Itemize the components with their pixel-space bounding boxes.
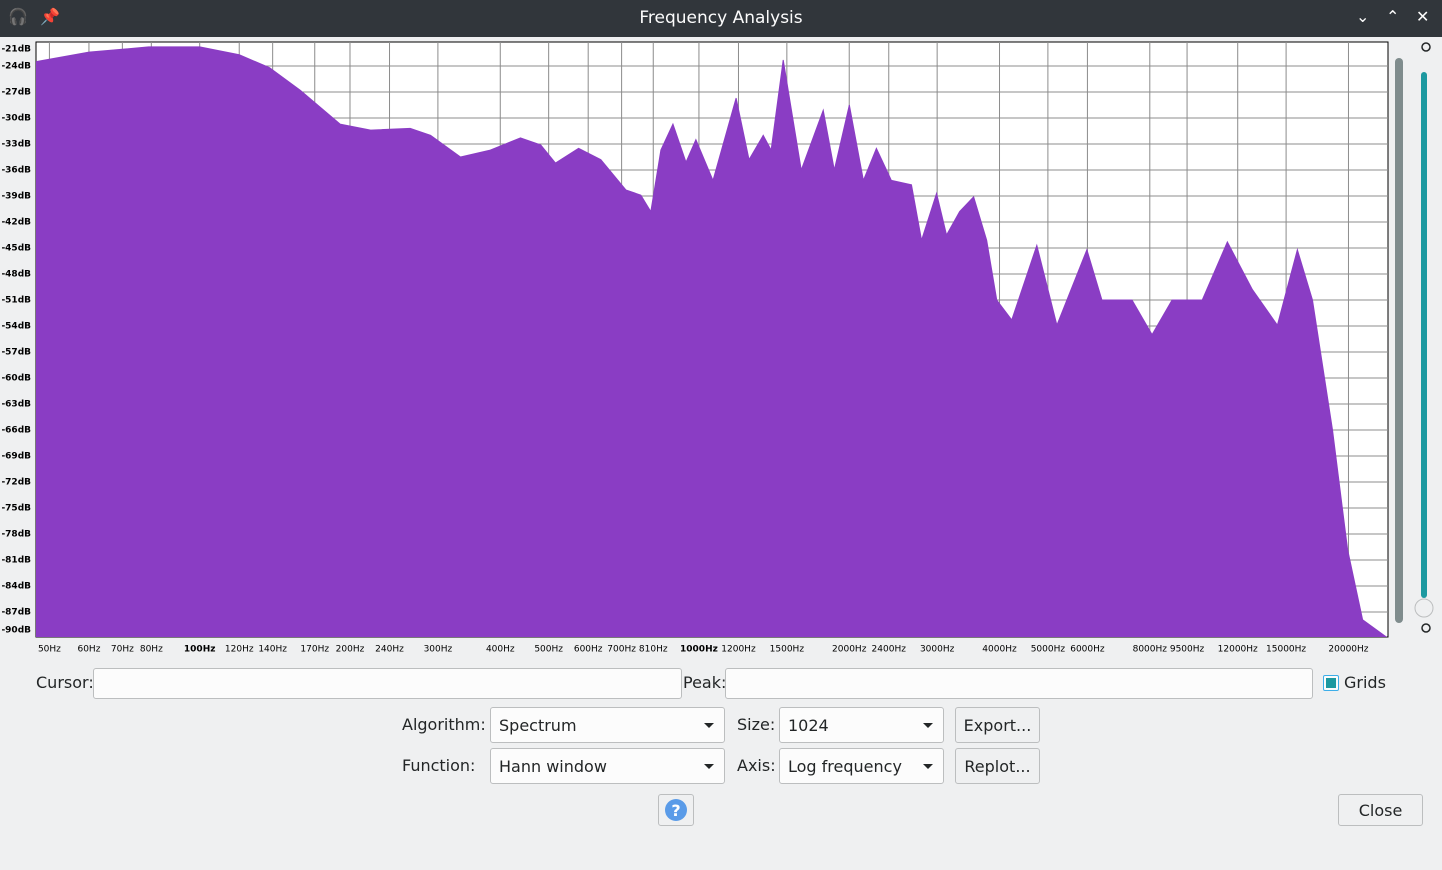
function-label: Function: — [402, 756, 476, 775]
y-tick-label: -60dB — [1, 374, 31, 384]
x-tick-label: 700Hz — [607, 645, 636, 655]
size-select[interactable]: 1024 — [779, 707, 944, 743]
size-value: 1024 — [788, 715, 829, 735]
grids-checkbox[interactable] — [1323, 675, 1339, 691]
app-icon: 🎧 — [8, 7, 28, 26]
y-tick-label: -48dB — [1, 270, 31, 280]
cursor-label: Cursor: — [36, 673, 94, 692]
export-button[interactable]: Export... — [955, 707, 1040, 743]
axis-value: Log frequency — [788, 756, 902, 776]
peak-label: Peak: — [683, 673, 727, 692]
x-tick-label: 1500Hz — [770, 645, 805, 655]
zoom-handle[interactable] — [1414, 598, 1434, 618]
y-tick-label: -51dB — [1, 296, 31, 306]
zoom-slider[interactable] — [1421, 72, 1427, 598]
algorithm-value: Spectrum — [499, 715, 577, 735]
y-tick-label: -57dB — [1, 348, 31, 358]
x-tick-label: 170Hz — [300, 645, 329, 655]
x-tick-label: 2400Hz — [872, 645, 907, 655]
x-tick-label: 9500Hz — [1170, 645, 1205, 655]
y-tick-label: -84dB — [1, 582, 31, 592]
x-tick-label: 5000Hz — [1031, 645, 1066, 655]
y-tick-label: -87dB — [1, 608, 31, 618]
title-bar: 🎧 📌 Frequency Analysis ⌄ ⌃ ✕ — [0, 0, 1442, 37]
x-tick-label: 3000Hz — [920, 645, 955, 655]
y-tick-label: -24dB — [1, 62, 31, 72]
grids-label: Grids — [1344, 673, 1386, 692]
x-tick-label: 8000Hz — [1133, 645, 1168, 655]
pin-button[interactable]: 📌 — [40, 7, 60, 26]
x-tick-label: 20000Hz — [1328, 645, 1368, 655]
y-tick-label: -21dB — [1, 45, 31, 55]
x-tick-label: 70Hz — [111, 645, 134, 655]
y-tick-label: -30dB — [1, 114, 31, 124]
function-value: Hann window — [499, 756, 607, 776]
y-tick-label: -72dB — [1, 478, 31, 488]
y-tick-label: -36dB — [1, 166, 31, 176]
size-label: Size: — [737, 715, 776, 734]
window-title: Frequency Analysis — [639, 8, 803, 28]
function-select[interactable]: Hann window — [490, 748, 725, 784]
algorithm-label: Algorithm: — [402, 715, 486, 734]
y-tick-label: -75dB — [1, 504, 31, 514]
y-tick-label: -66dB — [1, 426, 31, 436]
zoom-in-icon[interactable] — [1421, 42, 1431, 52]
maximize-button[interactable]: ⌃ — [1386, 7, 1400, 26]
x-tick-label: 300Hz — [424, 645, 453, 655]
x-tick-label: 240Hz — [375, 645, 404, 655]
x-tick-label: 6000Hz — [1070, 645, 1105, 655]
x-tick-label: 400Hz — [486, 645, 515, 655]
x-tick-label: 80Hz — [140, 645, 163, 655]
y-tick-label: -42dB — [1, 218, 31, 228]
x-tick-label: 2000Hz — [832, 645, 867, 655]
y-tick-label: -63dB — [1, 400, 31, 410]
scrollbar[interactable] — [1395, 58, 1403, 623]
spectrum-chart: -21dB -24dB -27dB -30dB -33dB -36dB -39dB -42dB… — [1, 41, 1434, 655]
y-tick-label: -45dB — [1, 244, 31, 254]
x-tick-label: 600Hz — [574, 645, 603, 655]
minimize-button[interactable]: ⌄ — [1356, 7, 1370, 26]
replot-button[interactable]: Replot... — [955, 748, 1040, 784]
x-tick-label: 15000Hz — [1266, 645, 1306, 655]
close-button[interactable]: Close — [1338, 794, 1423, 826]
axis-label: Axis: — [737, 756, 776, 775]
x-tick-label: 120Hz — [225, 645, 254, 655]
x-tick-label: 500Hz — [534, 645, 563, 655]
x-tick-label: 100Hz — [184, 645, 216, 655]
cursor-field[interactable] — [93, 668, 682, 699]
y-tick-label: -69dB — [1, 452, 31, 462]
y-tick-label: -90dB — [1, 626, 31, 636]
y-tick-label: -33dB — [1, 140, 31, 150]
x-tick-label: 140Hz — [258, 645, 287, 655]
x-tick-label: 1000Hz — [680, 645, 718, 655]
zoom-out-icon[interactable] — [1421, 623, 1431, 633]
x-tick-label: 810Hz — [639, 645, 668, 655]
algorithm-select[interactable]: Spectrum — [490, 707, 725, 743]
close-window-button[interactable]: ✕ — [1416, 7, 1430, 26]
x-tick-label: 60Hz — [77, 645, 100, 655]
x-tick-label: 12000Hz — [1218, 645, 1258, 655]
help-icon: ? — [665, 799, 687, 821]
y-tick-label: -81dB — [1, 556, 31, 566]
spectrum-area — [36, 46, 1388, 637]
peak-field[interactable] — [725, 668, 1313, 699]
help-button[interactable]: ? — [658, 794, 694, 826]
x-tick-label: 50Hz — [38, 645, 61, 655]
y-tick-label: -39dB — [1, 192, 31, 202]
axis-select[interactable]: Log frequency — [779, 748, 944, 784]
x-tick-label: 200Hz — [336, 645, 365, 655]
x-tick-label: 4000Hz — [982, 645, 1017, 655]
x-tick-label: 1200Hz — [721, 645, 756, 655]
y-tick-label: -54dB — [1, 322, 31, 332]
y-tick-label: -78dB — [1, 530, 31, 540]
y-tick-label: -27dB — [1, 88, 31, 98]
